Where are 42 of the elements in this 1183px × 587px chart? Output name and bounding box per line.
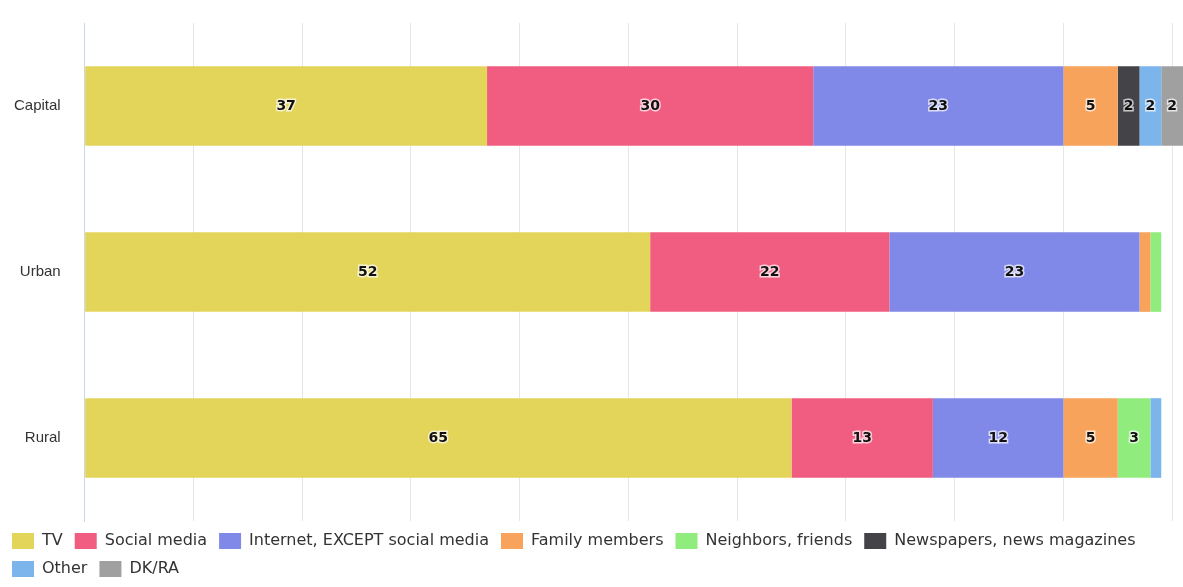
y-tick-label: Capital [13, 96, 61, 114]
legend-label: Family members [531, 530, 664, 550]
bar [1117, 66, 1140, 146]
bar [791, 398, 933, 478]
bar [1139, 232, 1151, 312]
data-label: 2 [1123, 96, 1134, 113]
data-label: 13 [852, 428, 872, 445]
data-label: 5 [1085, 428, 1096, 445]
data-label: 23 [928, 96, 949, 113]
data-label: 12 [988, 428, 1008, 445]
data-label: 2 [1145, 96, 1156, 113]
y-tick-label: Rural [24, 428, 61, 446]
bar [1161, 66, 1183, 146]
legend-label: DK/RA [129, 558, 180, 578]
bar [1150, 398, 1162, 478]
legend-label: Newspapers, news magazines [894, 530, 1136, 550]
legend-label: Neighbors, friends [705, 530, 853, 550]
data-label: 37 [276, 96, 296, 113]
data-label: 65 [428, 428, 449, 445]
bar [1117, 398, 1151, 478]
data-label: 23 [1004, 262, 1025, 279]
bar [889, 232, 1140, 312]
legend-label: Internet, EXCEPT social media [249, 530, 490, 550]
legend-label: Social media [104, 530, 208, 550]
bar [1063, 66, 1118, 146]
legend-label: Other [42, 558, 88, 578]
data-label: 52 [357, 262, 378, 279]
legend-label: TV [41, 530, 63, 550]
bar [650, 232, 890, 312]
bar [85, 398, 792, 478]
data-label: 22 [760, 262, 780, 279]
data-label: 5 [1085, 96, 1096, 113]
bar [1063, 398, 1118, 478]
bar [1150, 232, 1162, 312]
data-label: 30 [640, 96, 661, 113]
bar [85, 232, 651, 312]
bar [932, 398, 1064, 478]
y-tick-label: Urban [19, 262, 61, 280]
bar [487, 66, 814, 146]
bar [85, 66, 488, 146]
bar [813, 66, 1064, 146]
data-label: 3 [1129, 428, 1139, 445]
